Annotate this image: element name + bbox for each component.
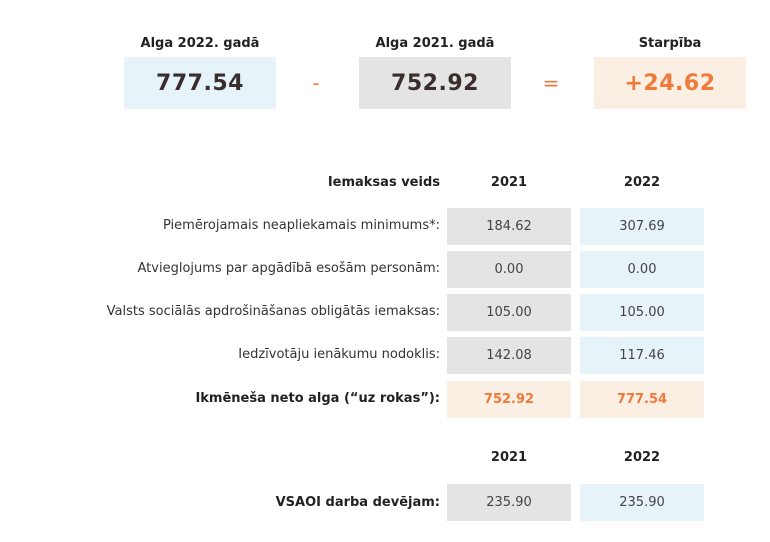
employer-column-header-2021: 2021 (490, 450, 528, 465)
cell-2021-income-tax: 142.08 (447, 337, 571, 374)
row-label-tax-free-minimum: Piemērojamais neapliekamais minimums*: (163, 218, 440, 233)
label-salary-2022: Alga 2022. gadā (140, 36, 260, 51)
label-difference: Starpība (638, 36, 702, 51)
label-salary-2021: Alga 2021. gadā (375, 36, 495, 51)
cell-2021-employer-contribution: 235.90 (447, 484, 571, 521)
cell-2022-income-tax: 117.46 (580, 337, 704, 374)
cell-2021-dependents-relief: 0.00 (447, 251, 571, 288)
salary-2021-value: 752.92 (359, 57, 511, 109)
row-label-employer-contribution: VSAOI darba devējam: (275, 495, 440, 510)
column-header-payment-type: Iemaksas veids (327, 175, 440, 190)
row-label-dependents-relief: Atvieglojums par apgādībā esošām personā… (137, 261, 440, 276)
row-label-net-salary: Ikmēneša neto alga (“uz rokas”): (195, 391, 440, 406)
cell-2022-dependents-relief: 0.00 (580, 251, 704, 288)
employer-column-header-2022: 2022 (623, 450, 661, 465)
cell-2022-employer-contribution: 235.90 (580, 484, 704, 521)
column-header-2022: 2022 (623, 175, 661, 190)
cell-2022-social-insurance: 105.00 (580, 294, 704, 331)
salary-2022-value: 777.54 (124, 57, 276, 109)
cell-2021-social-insurance: 105.00 (447, 294, 571, 331)
row-label-social-insurance: Valsts sociālās apdrošināšanas obligātās… (106, 304, 440, 319)
difference-value: +24.62 (594, 57, 746, 109)
cell-2022-tax-free-minimum: 307.69 (580, 208, 704, 245)
minus-sign: - (312, 71, 320, 95)
row-label-income-tax: Iedzīvotāju ienākumu nodoklis: (238, 347, 440, 362)
equals-sign: = (542, 71, 560, 95)
cell-2021-tax-free-minimum: 184.62 (447, 208, 571, 245)
cell-2021-net-salary: 752.92 (447, 381, 571, 418)
cell-2022-net-salary: 777.54 (580, 381, 704, 418)
column-header-2021: 2021 (490, 175, 528, 190)
